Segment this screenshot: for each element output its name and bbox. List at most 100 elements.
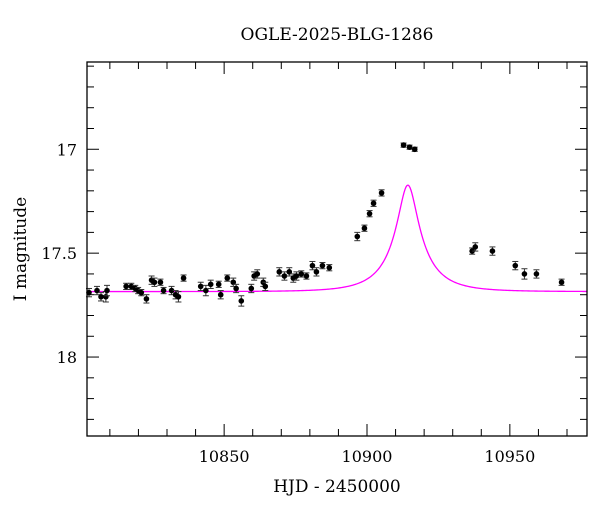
- data-marker: [366, 210, 373, 217]
- data-point: [276, 267, 283, 277]
- data-point: [254, 269, 261, 279]
- data-point: [298, 270, 305, 278]
- y-axis-label: I magnitude: [11, 197, 31, 301]
- data-point: [217, 290, 224, 300]
- data-point: [233, 283, 240, 294]
- data-marker: [180, 275, 187, 281]
- data-marker: [157, 279, 164, 286]
- data-marker: [521, 271, 528, 277]
- data-point: [248, 283, 255, 294]
- data-marker: [370, 200, 377, 207]
- data-marker: [207, 281, 214, 288]
- plot-area: [86, 61, 588, 437]
- x-axis-label: HJD - 2450000: [273, 477, 401, 497]
- data-point: [319, 262, 326, 270]
- data-marker: [215, 281, 222, 288]
- data-marker: [489, 248, 496, 254]
- data-point: [98, 292, 104, 302]
- data-point: [533, 269, 540, 279]
- data-marker: [233, 285, 239, 292]
- data-marker: [309, 262, 316, 269]
- data-point: [400, 142, 407, 148]
- data-marker: [533, 271, 540, 277]
- data-marker: [286, 269, 293, 275]
- data-point: [281, 271, 288, 281]
- chart-title: OGLE-2025-BLG-1286: [241, 25, 434, 45]
- x-tick-label: 10850: [199, 447, 250, 466]
- data-point: [313, 267, 320, 277]
- data-point: [326, 264, 333, 272]
- data-marker: [217, 291, 224, 298]
- data-marker: [354, 233, 361, 240]
- y-tick-label: 18: [57, 348, 77, 367]
- data-point: [230, 277, 237, 287]
- data-point: [411, 146, 418, 153]
- data-point: [286, 267, 293, 277]
- data-point: [143, 294, 150, 304]
- data-marker: [138, 289, 145, 296]
- model-fit-line: [87, 184, 587, 293]
- x-tick-label: 10950: [484, 447, 535, 466]
- data-marker: [361, 225, 368, 232]
- data-marker: [293, 273, 300, 279]
- data-point: [370, 199, 377, 207]
- data-marker: [406, 144, 413, 150]
- data-point: [215, 280, 222, 288]
- data-marker: [400, 142, 407, 148]
- data-marker: [276, 269, 283, 275]
- data-point: [123, 282, 130, 291]
- data-marker: [248, 285, 255, 292]
- data-point: [202, 284, 209, 297]
- data-marker: [254, 271, 261, 277]
- data-marker: [151, 279, 158, 286]
- y-axis-tick-labels: 17 17.5 18: [41, 140, 77, 367]
- data-point: [406, 144, 413, 150]
- data-marker: [298, 271, 305, 277]
- data-marker: [224, 275, 231, 281]
- data-marker: [104, 287, 110, 294]
- data-marker: [168, 287, 175, 294]
- plot-frame: [86, 61, 588, 437]
- data-point: [521, 268, 528, 280]
- data-point: [378, 189, 385, 197]
- data-point: [293, 271, 300, 281]
- model-curve: [87, 184, 587, 293]
- data-marker: [98, 293, 104, 300]
- data-point: [361, 224, 368, 232]
- data-marker: [281, 273, 288, 279]
- data-point: [354, 231, 361, 242]
- data-marker: [143, 296, 150, 302]
- data-point: [262, 281, 269, 292]
- data-marker: [326, 264, 333, 271]
- data-marker: [175, 293, 182, 300]
- data-point: [472, 242, 479, 252]
- data-point: [558, 278, 565, 286]
- data-marker: [303, 273, 310, 279]
- data-marker: [472, 244, 479, 250]
- data-point: [138, 289, 145, 297]
- axis-ticks: [87, 62, 587, 436]
- data-marker: [123, 283, 129, 290]
- data-marker: [203, 287, 209, 294]
- data-point: [197, 281, 204, 292]
- data-point: [489, 246, 496, 256]
- data-marker: [558, 279, 565, 286]
- data-marker: [94, 287, 100, 294]
- data-marker: [411, 146, 418, 153]
- data-point: [224, 274, 231, 282]
- data-point: [160, 286, 167, 295]
- data-point: [303, 272, 310, 280]
- data-points: [86, 142, 565, 307]
- data-point: [94, 285, 100, 296]
- data-point: [157, 278, 164, 286]
- data-point: [512, 260, 519, 271]
- data-point: [366, 210, 373, 218]
- data-point: [207, 279, 214, 289]
- x-tick-label: 10900: [342, 447, 393, 466]
- data-marker: [469, 248, 475, 254]
- data-marker: [160, 287, 167, 294]
- data-marker: [378, 190, 385, 196]
- data-marker: [262, 283, 269, 290]
